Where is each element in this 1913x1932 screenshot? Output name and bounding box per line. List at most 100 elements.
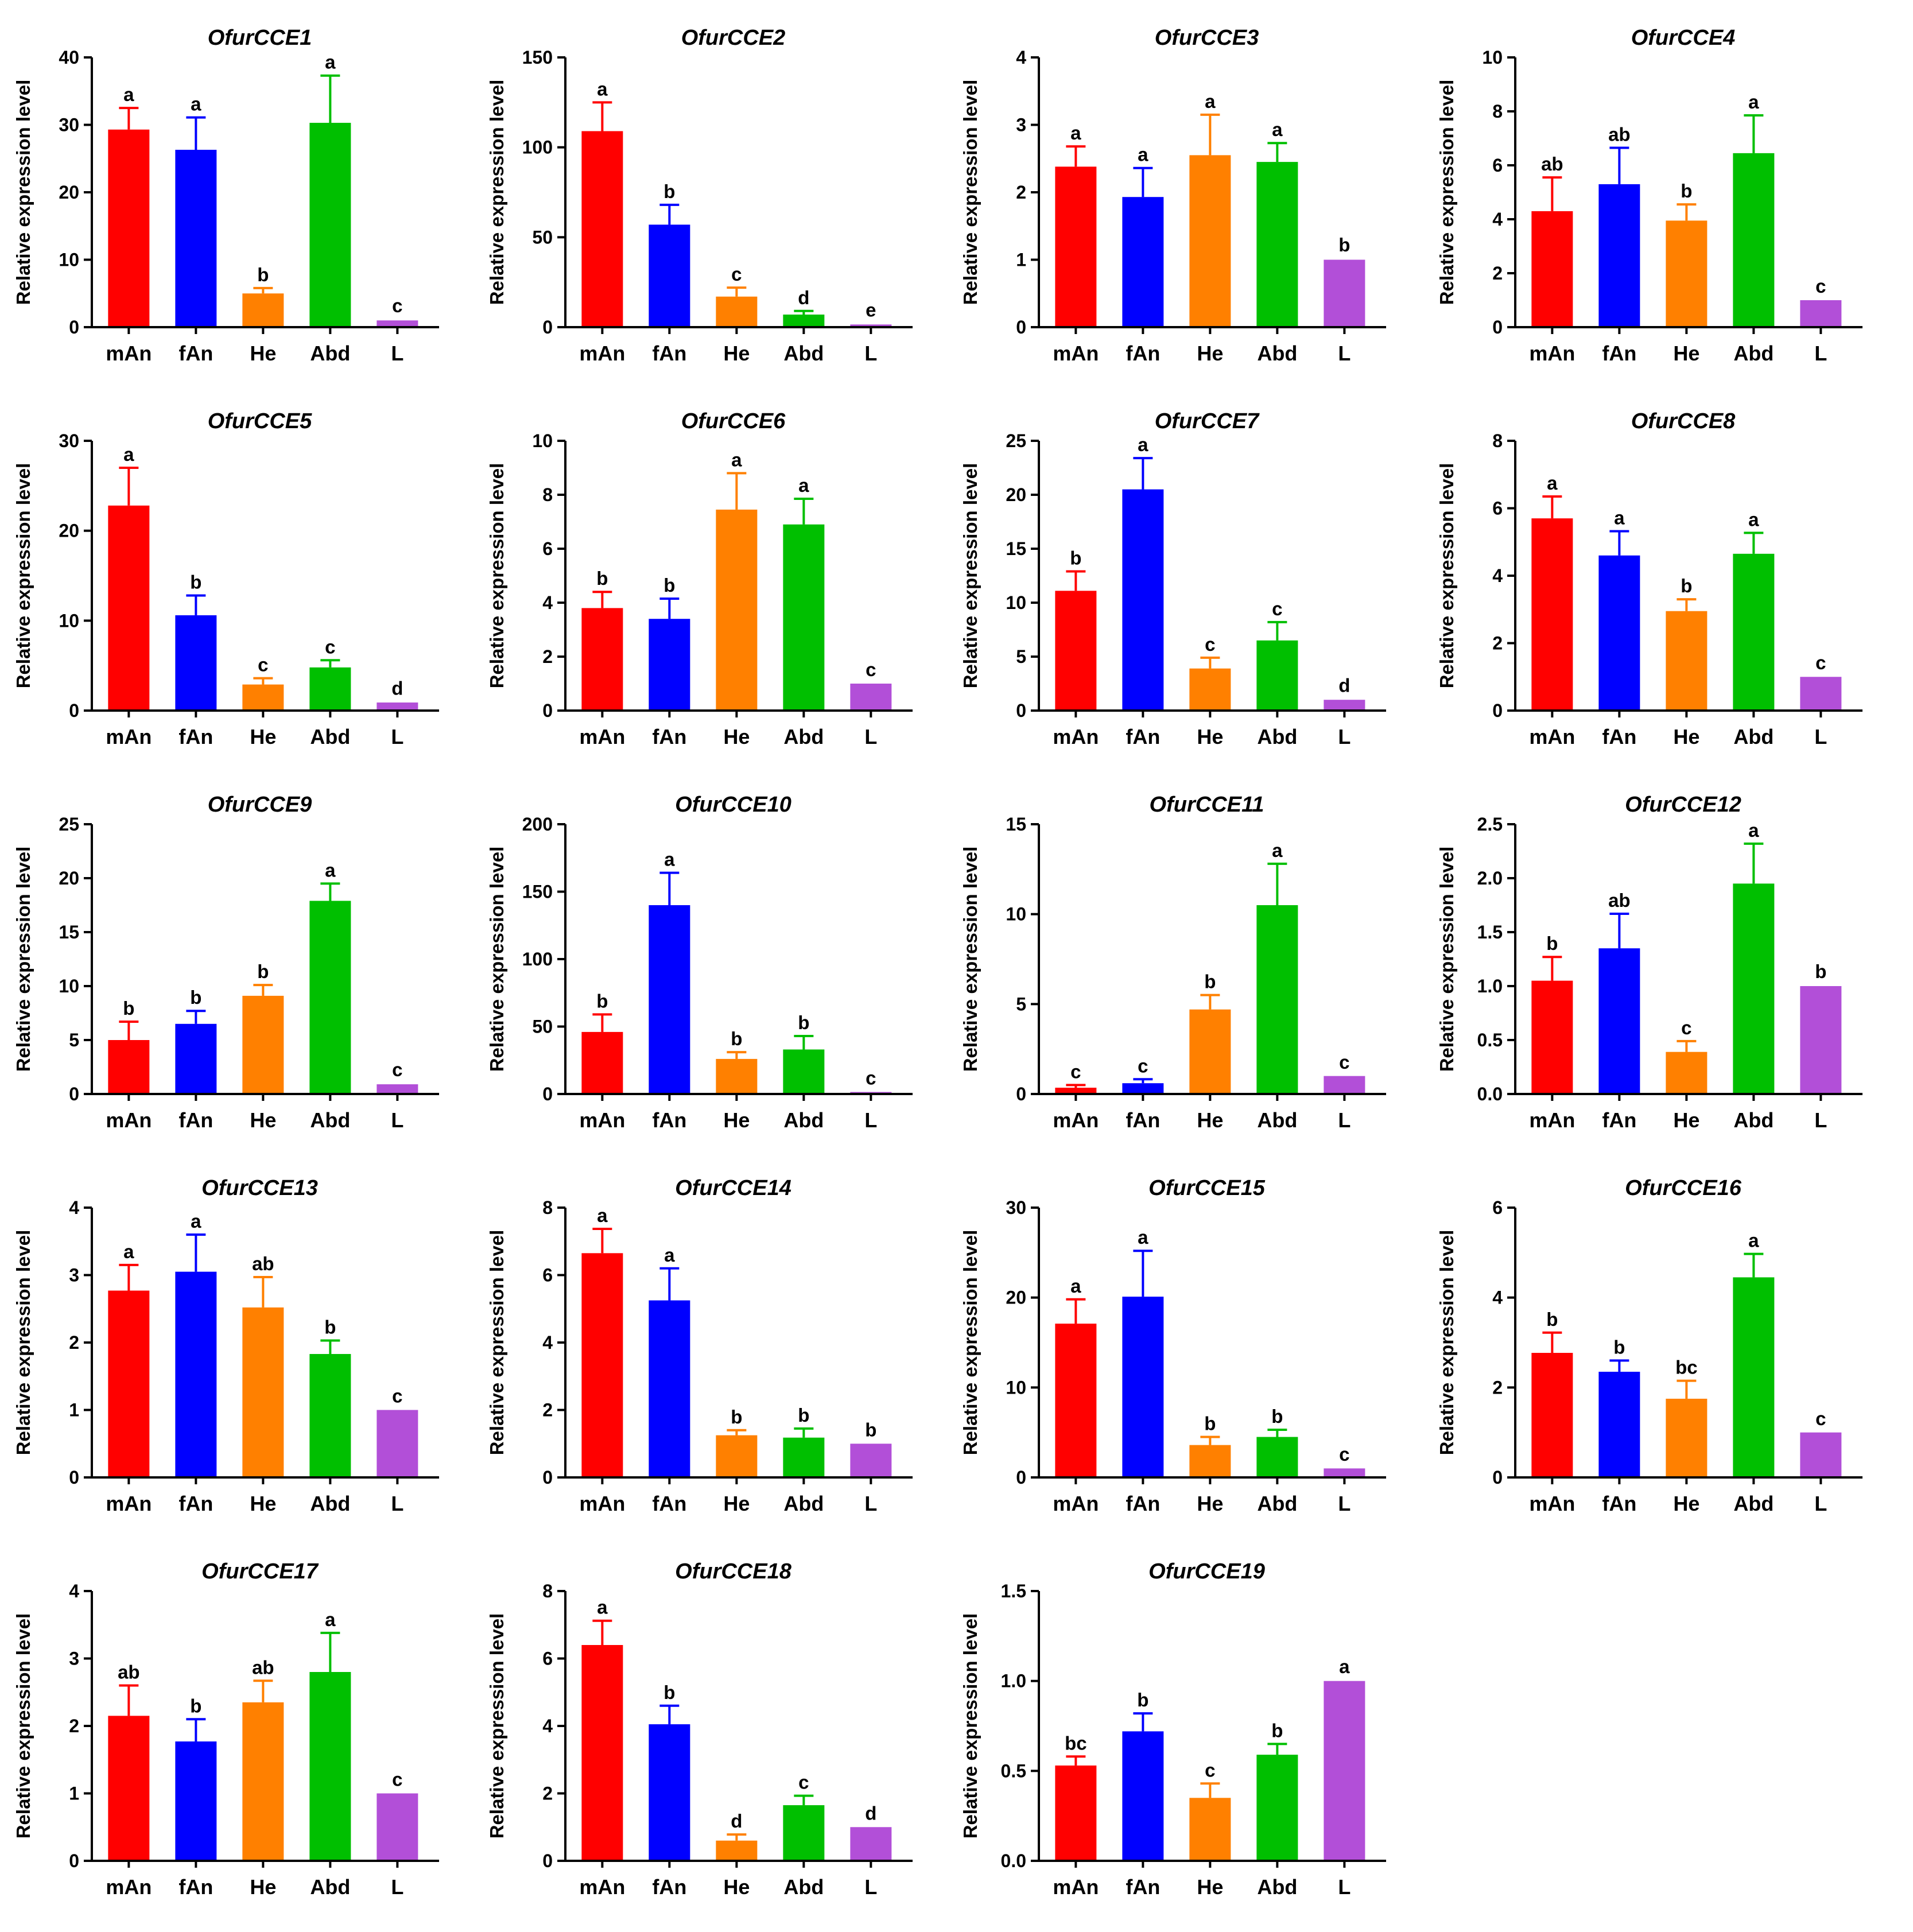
significance-label-He: a [731,449,742,470]
bar-He [242,293,284,327]
y-tick-label: 0 [542,1467,553,1488]
x-tick-label-mAn: mAn [1053,342,1099,365]
significance-label-L: d [391,677,403,699]
bar-L [377,1793,418,1861]
y-tick-label: 6 [1492,1197,1503,1218]
y-axis-label: Relative expression level [1436,80,1457,305]
significance-label-fAn: b [663,181,675,202]
y-tick-label: 150 [522,47,553,68]
y-tick-label: 4 [1492,565,1503,586]
x-tick-label-mAn: mAn [106,725,152,748]
x-tick-label-Abd: Abd [1257,725,1297,748]
y-tick-label: 4 [69,1197,79,1218]
chart-panel-7: OfurCCE7 Relative expression level b mAn a fA… [960,409,1386,748]
chart-panel-5: OfurCCE5 Relative expression level a mAn b fA… [13,409,439,748]
y-tick-label: 8 [1492,101,1503,122]
x-tick-label-He: He [1673,1108,1699,1132]
bar-mAn [1531,518,1573,711]
y-tick-label: 20 [59,182,79,203]
y-axis-label: Relative expression level [13,80,34,305]
bar-fAn [175,1741,217,1861]
bar-He [242,995,284,1094]
chart-title: OfurCCE16 [1625,1176,1742,1200]
significance-label-L: c [1339,1052,1349,1073]
x-tick-label-mAn: mAn [1053,725,1099,748]
chart-title: OfurCCE13 [201,1176,318,1200]
bar-Abd [1256,1437,1298,1477]
bar-L [1324,259,1365,327]
x-tick-label-fAn: fAn [179,342,213,365]
y-tick-label: 6 [542,1265,553,1286]
y-tick-label: 20 [1006,1287,1026,1308]
y-tick-label: 20 [59,521,79,541]
significance-label-He: b [257,264,269,285]
y-tick-label: 0 [542,700,553,721]
y-tick-label: 2 [542,1400,553,1421]
y-tick-label: 40 [59,47,79,68]
x-tick-label-mAn: mAn [106,1875,152,1899]
chart-title: OfurCCE14 [675,1176,791,1200]
significance-label-Abd: a [1748,1230,1759,1251]
x-tick-label-fAn: fAn [1602,1108,1636,1132]
significance-label-Abd: b [1271,1720,1283,1741]
significance-label-fAn: ab [1608,890,1631,911]
x-tick-label-Abd: Abd [783,342,824,365]
x-tick-label-fAn: fAn [1126,342,1160,365]
y-tick-label: 1.5 [1001,1581,1026,1601]
y-tick-label: 15 [1006,538,1026,559]
chart-title: OfurCCE17 [201,1559,319,1584]
significance-label-fAn: b [190,1695,201,1716]
x-tick-label-Abd: Abd [1257,342,1297,365]
significance-label-mAn: b [1070,547,1081,568]
bar-mAn [108,1290,150,1477]
y-tick-label: 5 [69,1030,79,1050]
chart-panel-17: OfurCCE17 Relative expression level ab mAn b… [13,1559,439,1899]
y-axis-label: Relative expression level [1436,463,1457,689]
chart-title: OfurCCE8 [1631,409,1736,433]
bar-He [1189,1445,1231,1477]
y-tick-label: 25 [59,814,79,835]
bar-mAn [581,1253,623,1477]
x-tick-label-Abd: Abd [1257,1875,1297,1899]
y-tick-label: 10 [59,250,79,270]
x-tick-label-Abd: Abd [310,342,350,365]
bar-fAn [1598,948,1640,1094]
bar-fAn [1122,1731,1164,1861]
significance-label-He: b [1681,575,1692,596]
significance-label-fAn: a [1138,144,1148,165]
bar-fAn [649,905,690,1094]
bar-fAn [1122,1083,1164,1094]
x-tick-label-Abd: Abd [783,1492,824,1515]
significance-label-He: c [731,263,742,285]
significance-label-Abd: c [1272,598,1282,619]
significance-label-L: d [1338,674,1350,696]
y-tick-label: 5 [1016,994,1026,1014]
x-tick-label-L: L [1814,342,1827,365]
bar-fAn [175,1271,217,1477]
y-axis-label: Relative expression level [13,463,34,689]
significance-label-mAn: bc [1065,1732,1087,1753]
chart-panel-15: OfurCCE15 Relative expression level a mAn a f… [960,1176,1386,1515]
bar-mAn [1055,1088,1097,1094]
x-tick-label-Abd: Abd [310,1492,350,1515]
x-tick-label-Abd: Abd [310,725,350,748]
significance-label-L: b [1338,234,1350,255]
chart-title: OfurCCE5 [208,409,312,433]
chart-title: OfurCCE6 [681,409,786,433]
bar-Abd [1733,1277,1775,1477]
y-tick-label: 30 [59,115,79,135]
chart-title: OfurCCE15 [1148,1176,1266,1200]
significance-label-fAn: b [1137,1689,1148,1710]
x-tick-label-mAn: mAn [579,1875,625,1899]
bar-mAn [108,129,150,327]
bar-L [1324,700,1365,711]
y-tick-label: 0 [69,1084,79,1104]
bar-mAn [581,131,623,327]
bar-He [1189,668,1231,711]
bar-L [377,702,418,711]
bar-He [1666,611,1708,711]
x-tick-label-mAn: mAn [1529,342,1575,365]
x-tick-label-He: He [250,1875,276,1899]
significance-label-He: c [258,654,268,676]
y-tick-label: 2 [542,1783,553,1804]
